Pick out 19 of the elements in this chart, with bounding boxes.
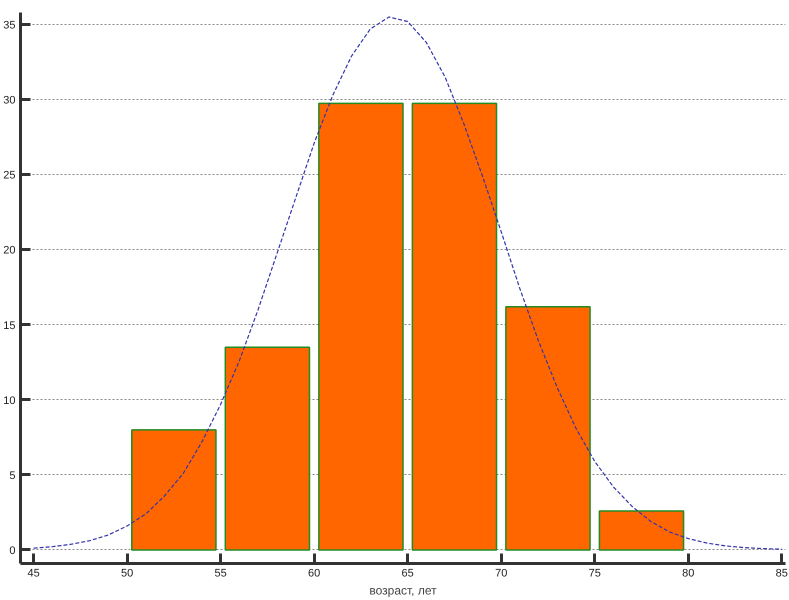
y-tick-label: 10: [3, 394, 16, 407]
y-tick-label: 25: [3, 170, 16, 182]
x-tick-label: 50: [120, 568, 134, 580]
x-tick-label: 65: [402, 568, 414, 580]
x-tick-label: 75: [588, 568, 601, 580]
x-tick-label: 45: [27, 568, 40, 580]
x-tick-label: 85: [776, 568, 788, 580]
line-series: [32, 16, 782, 550]
x-tick-label: 60: [308, 568, 320, 580]
x-axis-title: возраст, лет: [369, 584, 438, 598]
y-tick-label: 30: [3, 94, 16, 107]
x-tick-label: 55: [214, 568, 227, 580]
x-tick-label: 80: [682, 568, 694, 580]
y-tick-label: 0: [9, 544, 16, 557]
x-tick-label: 70: [495, 568, 508, 580]
y-tick-label: 20: [3, 244, 16, 257]
y-tick-label: 35: [3, 20, 16, 32]
y-tick-label: 5: [9, 470, 16, 482]
y-tick-label: 15: [3, 320, 16, 332]
